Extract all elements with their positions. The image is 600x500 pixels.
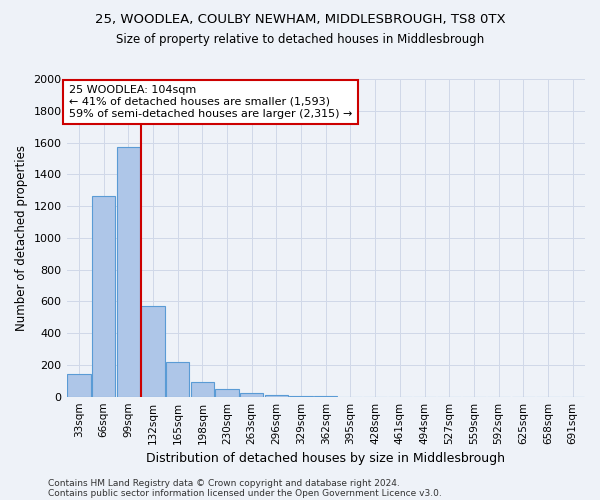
Bar [215, 388, 239, 396]
Bar [240, 392, 263, 396]
Bar [141, 306, 164, 396]
X-axis label: Distribution of detached houses by size in Middlesbrough: Distribution of detached houses by size … [146, 452, 505, 465]
Text: 25 WOODLEA: 104sqm
← 41% of detached houses are smaller (1,593)
59% of semi-deta: 25 WOODLEA: 104sqm ← 41% of detached hou… [69, 86, 352, 118]
Bar [67, 374, 91, 396]
Y-axis label: Number of detached properties: Number of detached properties [15, 145, 28, 331]
Bar [92, 196, 115, 396]
Text: Contains HM Land Registry data © Crown copyright and database right 2024.: Contains HM Land Registry data © Crown c… [48, 478, 400, 488]
Text: Size of property relative to detached houses in Middlesbrough: Size of property relative to detached ho… [116, 32, 484, 46]
Text: 25, WOODLEA, COULBY NEWHAM, MIDDLESBROUGH, TS8 0TX: 25, WOODLEA, COULBY NEWHAM, MIDDLESBROUG… [95, 12, 505, 26]
Bar [265, 395, 288, 396]
Bar [191, 382, 214, 396]
Bar [116, 146, 140, 396]
Bar [166, 362, 190, 396]
Text: Contains public sector information licensed under the Open Government Licence v3: Contains public sector information licen… [48, 488, 442, 498]
